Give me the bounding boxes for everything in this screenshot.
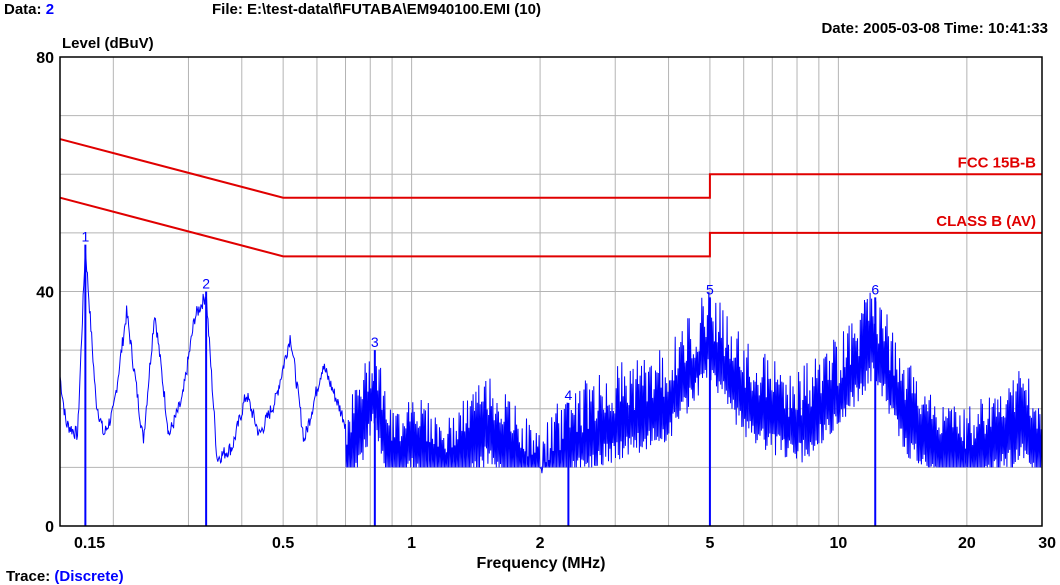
x-tick-label: 0.15 <box>74 535 105 552</box>
limit-line-label: FCC 15B-B <box>958 154 1037 171</box>
marker-label: 2 <box>202 276 210 292</box>
x-tick-label: 5 <box>705 535 714 552</box>
marker-label: 5 <box>706 281 714 297</box>
x-tick-label: 0.5 <box>272 535 294 552</box>
marker-label: 1 <box>81 229 89 245</box>
y-tick-label: 0 <box>45 519 54 536</box>
y-tick-label: 40 <box>36 285 54 302</box>
x-tick-label: 20 <box>958 535 976 552</box>
x-tick-label: 2 <box>536 535 545 552</box>
trace-value: (Discrete) <box>54 568 123 585</box>
trace-info: Trace: (Discrete) <box>6 568 124 585</box>
y-tick-label: 80 <box>36 50 54 67</box>
x-axis-title: Frequency (MHz) <box>477 555 606 572</box>
marker-label: 4 <box>564 387 572 403</box>
marker-label: 6 <box>871 281 879 297</box>
y-axis-title: Level (dBuV) <box>62 35 154 52</box>
limit-line-label: CLASS B (AV) <box>936 213 1036 230</box>
x-tick-label: 1 <box>407 535 416 552</box>
trace-label: Trace: <box>6 568 50 585</box>
x-tick-label: 10 <box>829 535 847 552</box>
x-tick-label: 30 <box>1038 535 1056 552</box>
marker-label: 3 <box>371 334 379 350</box>
